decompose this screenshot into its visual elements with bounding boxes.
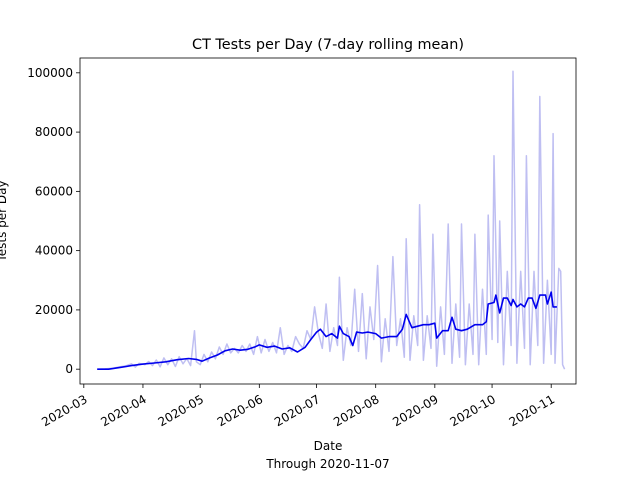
y-axis-label: Tests per Day [0, 180, 9, 262]
y-tick-label: 60000 [35, 184, 73, 198]
rolling-mean-line [97, 291, 557, 370]
daily-line [97, 70, 566, 370]
x-axis-sublabel: Through 2020-11-07 [265, 457, 389, 471]
plot-frame [79, 57, 577, 385]
y-tick-label: 20000 [35, 303, 73, 317]
series-layer [97, 70, 566, 370]
y-tick-label: 0 [65, 362, 73, 376]
y-axis-ticks: 0 20000 40000 60000 80000 100000 [27, 66, 80, 376]
chart-title: CT Tests per Day (7-day rolling mean) [192, 37, 464, 53]
y-tick-label: 40000 [35, 244, 73, 258]
y-tick-label: 80000 [35, 125, 73, 139]
x-axis-label: Date [314, 439, 343, 453]
y-tick-label: 100000 [27, 66, 73, 80]
